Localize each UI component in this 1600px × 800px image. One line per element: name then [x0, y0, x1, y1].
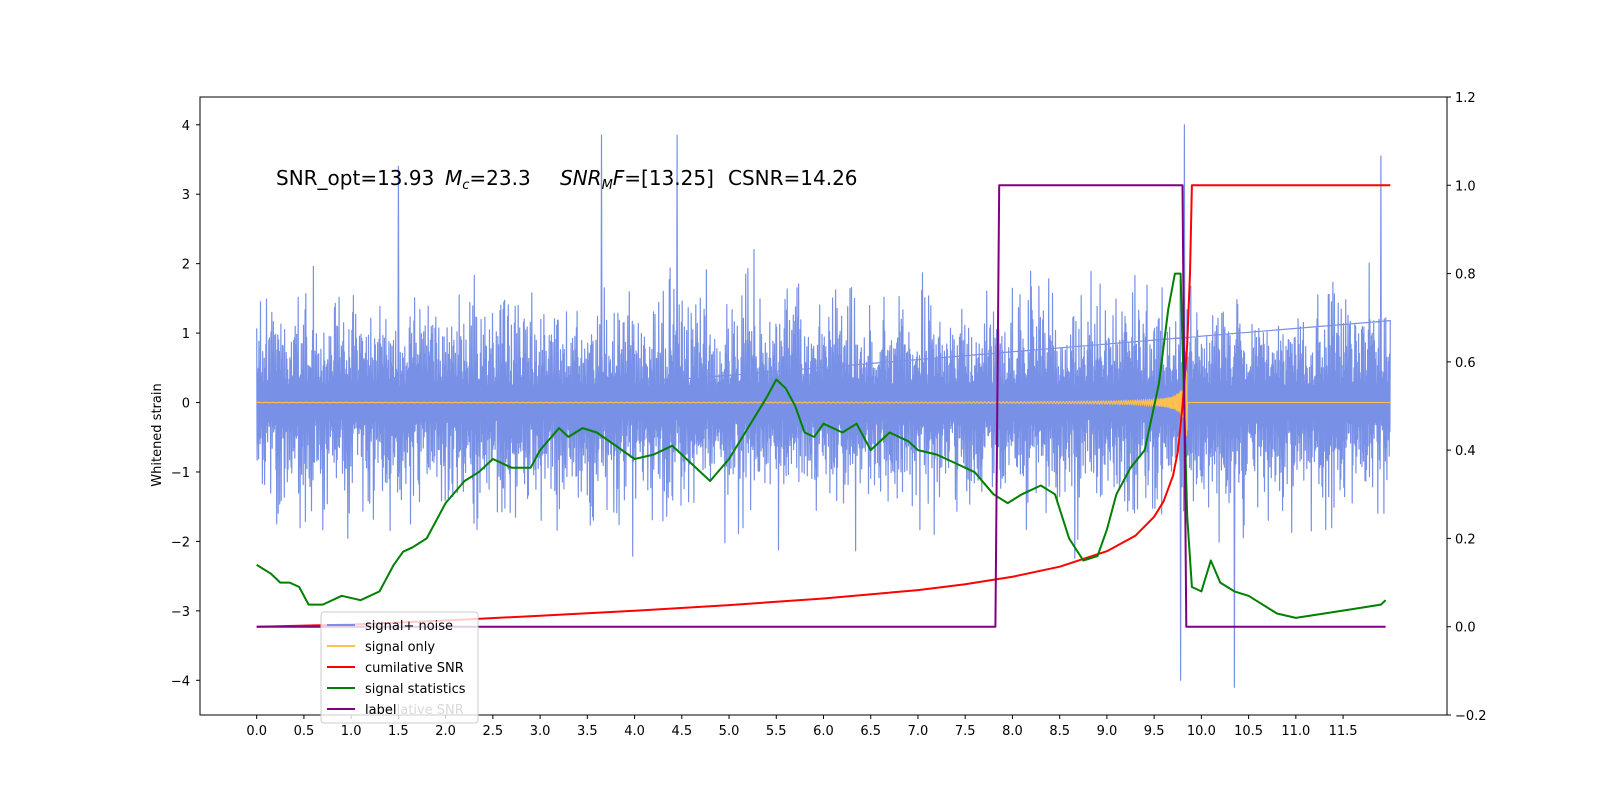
x-tick-label: 1.0: [341, 724, 362, 739]
y-left-tick-label: 3: [182, 188, 190, 203]
y-left-tick-label: −2: [171, 535, 190, 550]
annotation-csnr: CSNR=14.26: [728, 166, 858, 190]
legend: cumilative SNR signal+ noise signal only…: [320, 611, 479, 724]
legend-label-signal-statistics: signal statistics: [365, 682, 466, 697]
y-axis-label-left: Whitened strain: [150, 383, 165, 486]
y-left-tick-label: 0: [182, 397, 190, 412]
x-tick-label: 2.0: [435, 724, 456, 739]
x-tick-label: 11.0: [1281, 724, 1310, 739]
y-right-tick-label: 0.2: [1455, 532, 1476, 547]
x-tick-label: 6.0: [813, 724, 834, 739]
x-tick-label: 2.5: [483, 724, 504, 739]
y-left-tick-label: 1: [182, 327, 190, 342]
y-right-tick-label: 1.2: [1455, 91, 1476, 106]
x-tick-label: 1.5: [388, 724, 409, 739]
y-right-tick-label: 0.0: [1455, 621, 1476, 636]
series-signal-noise: [256, 124, 1391, 688]
x-tick-label: 7.5: [955, 724, 976, 739]
x-tick-label: 6.5: [860, 724, 881, 739]
x-tick-label: 8.0: [1002, 724, 1023, 739]
x-tick-label: 0.5: [294, 724, 315, 739]
x-tick-label: 4.5: [671, 724, 692, 739]
x-tick-label: 5.5: [766, 724, 787, 739]
legend-box: [320, 611, 479, 724]
x-tick-label: 9.5: [1144, 724, 1165, 739]
y-left-tick-label: 2: [182, 258, 190, 273]
y-left-tick-label: −4: [171, 674, 190, 689]
annotation-snr-opt: SNR_opt=13.93: [276, 166, 434, 190]
legend-ghost-text: cumilative SNR: [365, 703, 464, 718]
y-right-tick-label: 0.6: [1455, 356, 1476, 371]
x-tick-label: 8.5: [1049, 724, 1070, 739]
x-tick-label: 3.0: [530, 724, 551, 739]
x-tick-label: 11.5: [1329, 724, 1358, 739]
y-right-tick-label: 1.0: [1455, 179, 1476, 194]
x-tick-label: 9.0: [1097, 724, 1118, 739]
x-tick-label: 4.0: [624, 724, 645, 739]
annotation-snrmf: SNRMF=[13.25]: [560, 166, 714, 193]
legend-label-label: label: [365, 703, 396, 718]
series-signal-statistics: [256, 272, 1387, 619]
x-tick-label: 7.0: [908, 724, 929, 739]
y-left-tick-label: 4: [182, 119, 190, 134]
legend-label-cumulative-snr: cumilative SNR: [365, 661, 464, 676]
series-label: [256, 184, 1386, 628]
y-right-tick-label: 0.4: [1455, 444, 1476, 459]
legend-label-signal-only: signal only: [365, 640, 435, 655]
x-tick-label: 10.0: [1187, 724, 1216, 739]
y-left-tick-label: −1: [171, 466, 190, 481]
legend-label-signal-noise: signal+ noise: [365, 619, 453, 634]
y-left-tick-label: −3: [171, 605, 190, 620]
annotation-mc: Mc=23.3: [445, 166, 531, 193]
x-tick-label: 0.0: [246, 724, 267, 739]
y-right-tick-label: −0.2: [1455, 709, 1487, 724]
x-tick-label: 10.5: [1234, 724, 1263, 739]
series-signal-only: [256, 369, 1391, 436]
y-right-tick-label: 0.8: [1455, 268, 1476, 283]
x-tick-label: 5.0: [719, 724, 740, 739]
x-tick-label: 3.5: [577, 724, 598, 739]
